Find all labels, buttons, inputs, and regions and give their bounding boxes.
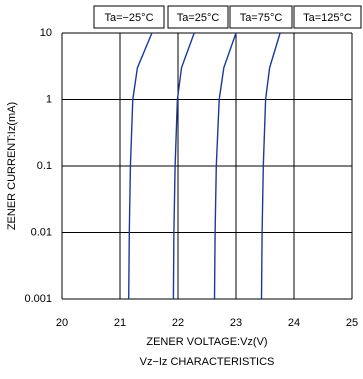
y-axis-label: ZENER CURRENT:Iz(mA) [6,102,18,230]
y-tick-label: 0.1 [37,160,52,172]
x-tick-label: 24 [288,317,300,329]
legend-box [167,5,229,29]
legend-box [293,5,362,29]
curve [172,32,195,300]
curve [128,32,153,300]
y-tick-label: 0.01 [31,226,52,238]
x-tick-label: 21 [114,317,126,329]
y-tick-label: 10 [40,27,52,39]
legend-label: Ta=−25°C [104,12,153,24]
legend-label: Ta=125°C [303,12,352,24]
x-tick-label: 22 [172,317,184,329]
chart-title: Vz−Iz CHARACTERISTICS [140,356,275,368]
y-tick-label: 1 [46,93,52,105]
legend-label: Ta=25°C [177,12,220,24]
x-tick-label: 23 [230,317,242,329]
x-tick-label: 25 [346,317,358,329]
curve [260,32,281,300]
legend-box [93,5,165,29]
x-axis-label: ZENER VOLTAGE:Vz(V) [146,336,267,348]
curve [213,32,237,300]
x-tick-label: 20 [56,317,68,329]
legend-box [229,5,293,29]
y-tick-label: 0.001 [24,293,52,305]
legend-label: Ta=75°C [240,12,283,24]
